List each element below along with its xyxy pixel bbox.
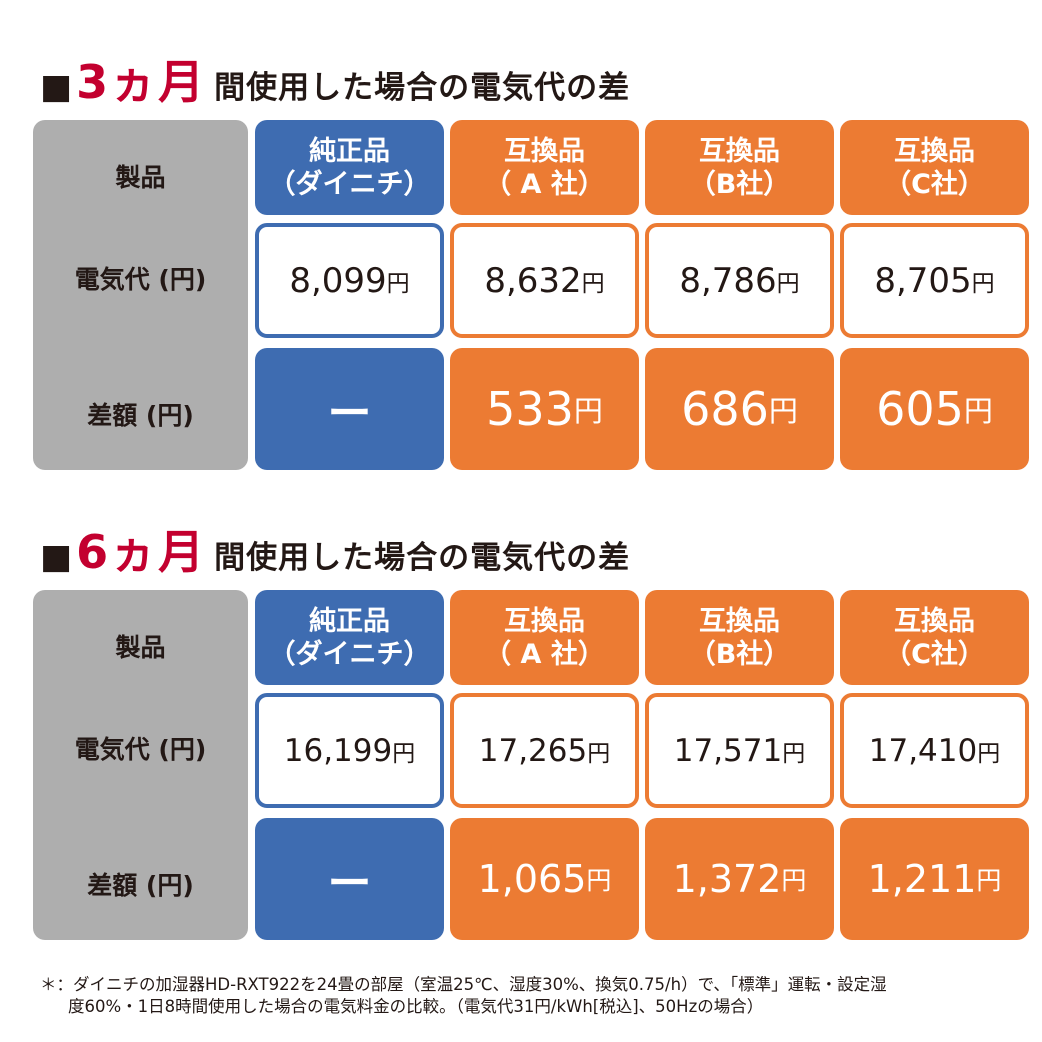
cost-cell-company-b: 17,571 円 (645, 693, 834, 808)
cost-cell-genuine: 8,099 円 (255, 223, 444, 338)
heading-period: 6ヵ月 (76, 525, 207, 579)
header-company-c: 互換品 （C社） (840, 590, 1029, 685)
diff-value: ー (327, 388, 372, 439)
diff-cell-genuine: ー (255, 348, 444, 470)
header-line1: 互換品 (699, 135, 780, 167)
unit-label: 円 (971, 270, 995, 297)
header-line2: （ダイニチ） (268, 638, 431, 670)
heading-text: 間使用した場合の電気代の差 (214, 70, 631, 106)
unit-label: 円 (586, 866, 612, 895)
footnote: ＊：ダイニチの加湿器HD-RXT922を24畳の部屋（室温25℃、湿度30%、換… (40, 974, 1020, 1018)
row-label-diff: 差額 (円) (87, 401, 194, 430)
header-line2: （ A 社） (484, 168, 605, 200)
diff-value: 1,065 (477, 857, 587, 901)
unit-label: 円 (392, 740, 416, 767)
row-label-diff: 差額 (円) (87, 871, 194, 900)
header-line2: （ A 社） (484, 638, 605, 670)
cost-value: 8,632 (484, 260, 582, 301)
section-heading: ■ 6ヵ月 間使用した場合の電気代の差 (40, 516, 631, 579)
row-label-column: 製品 電気代 (円) 差額 (円) (33, 120, 248, 470)
header-company-b: 互換品 （B社） (645, 120, 834, 215)
unit-label: 円 (963, 394, 993, 428)
heading-marker: ■ (40, 67, 73, 107)
footnote-line1: ＊：ダイニチの加湿器HD-RXT922を24畳の部屋（室温25℃、湿度30%、換… (40, 975, 887, 994)
unit-label: 円 (581, 270, 605, 297)
header-company-a: 互換品 （ A 社） (450, 590, 639, 685)
header-company-a: 互換品 （ A 社） (450, 120, 639, 215)
cost-cell-company-a: 17,265 円 (450, 693, 639, 808)
unit-label: 円 (977, 740, 1001, 767)
cost-cell-company-a: 8,632 円 (450, 223, 639, 338)
header-company-b: 互換品 （B社） (645, 590, 834, 685)
header-line1: 互換品 (699, 605, 780, 637)
diff-cell-genuine: ー (255, 818, 444, 940)
header-line1: 純正品 (309, 605, 390, 637)
header-line2: （C社） (884, 638, 985, 670)
cost-cell-company-c: 17,410 円 (840, 693, 1029, 808)
header-line2: （B社） (688, 168, 791, 200)
cost-value: 17,265 (478, 732, 588, 769)
comparison-table: 製品 電気代 (円) 差額 (円) 純正品 （ダイニチ） 8,099 円 ー 互換… (33, 120, 1029, 470)
diff-value: 1,372 (672, 857, 782, 901)
unit-label: 円 (768, 394, 798, 428)
header-line1: 互換品 (504, 135, 585, 167)
heading-marker: ■ (40, 537, 73, 577)
cost-cell-company-c: 8,705 円 (840, 223, 1029, 338)
diff-value: ー (327, 858, 372, 909)
diff-value: 1,211 (867, 857, 977, 901)
header-line1: 互換品 (894, 135, 975, 167)
cost-cell-genuine: 16,199 円 (255, 693, 444, 808)
diff-cell-company-b: 686 円 (645, 348, 834, 470)
diff-cell-company-a: 1,065 円 (450, 818, 639, 940)
cost-value: 17,410 (868, 732, 978, 769)
row-label-product: 製品 (115, 163, 166, 192)
unit-label: 円 (782, 740, 806, 767)
header-line1: 互換品 (504, 605, 585, 637)
unit-label: 円 (386, 270, 410, 297)
diff-cell-company-a: 533 円 (450, 348, 639, 470)
cost-value: 16,199 (283, 732, 393, 769)
header-line2: （ダイニチ） (268, 168, 431, 200)
row-label-cost: 電気代 (円) (74, 265, 207, 294)
header-line1: 互換品 (894, 605, 975, 637)
unit-label: 円 (587, 740, 611, 767)
cost-value: 8,786 (679, 260, 777, 301)
row-label-product: 製品 (115, 633, 166, 662)
section-heading: ■ 3ヵ月 間使用した場合の電気代の差 (40, 46, 631, 109)
header-line2: （B社） (688, 638, 791, 670)
comparison-table: 製品 電気代 (円) 差額 (円) 純正品 （ダイニチ） 16,199 円 ー 互… (33, 590, 1029, 940)
unit-label: 円 (976, 866, 1002, 895)
unit-label: 円 (776, 270, 800, 297)
row-label-cost: 電気代 (円) (74, 735, 207, 764)
diff-value: 533 (486, 382, 574, 436)
diff-value: 605 (876, 382, 964, 436)
unit-label: 円 (781, 866, 807, 895)
diff-cell-company-b: 1,372 円 (645, 818, 834, 940)
cost-value: 8,099 (289, 260, 387, 301)
cost-cell-company-b: 8,786 円 (645, 223, 834, 338)
row-label-column: 製品 電気代 (円) 差額 (円) (33, 590, 248, 940)
diff-value: 686 (681, 382, 769, 436)
heading-period: 3ヵ月 (76, 55, 207, 109)
diff-cell-company-c: 605 円 (840, 348, 1029, 470)
header-line1: 純正品 (309, 135, 390, 167)
unit-label: 円 (573, 394, 603, 428)
heading-text: 間使用した場合の電気代の差 (214, 540, 631, 576)
diff-cell-company-c: 1,211 円 (840, 818, 1029, 940)
header-genuine: 純正品 （ダイニチ） (255, 120, 444, 215)
header-company-c: 互換品 （C社） (840, 120, 1029, 215)
cost-value: 8,705 (874, 260, 972, 301)
header-line2: （C社） (884, 168, 985, 200)
header-genuine: 純正品 （ダイニチ） (255, 590, 444, 685)
cost-value: 17,571 (673, 732, 783, 769)
footnote-line2: 度60%・1日8時間使用した場合の電気料金の比較。（電気代31円/kWh[税込]… (68, 997, 764, 1016)
